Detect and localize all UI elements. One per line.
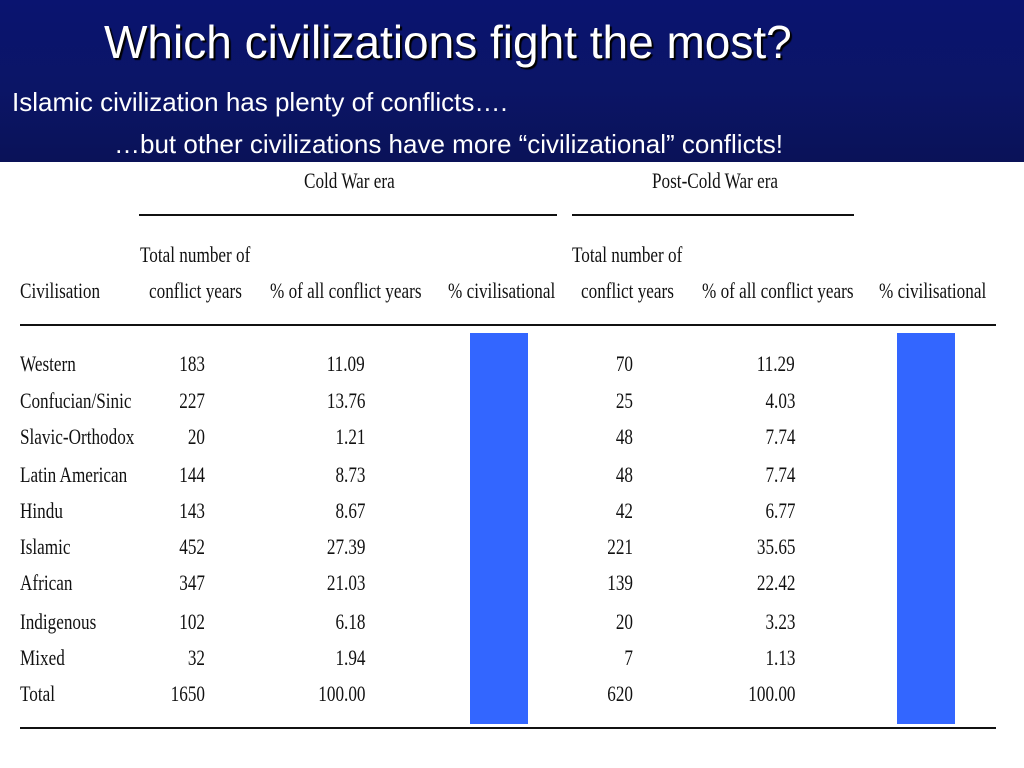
pcw-total-cell: 25	[615, 388, 633, 413]
pcw-pct-cell: 1.13	[764, 645, 795, 670]
civilisation-cell: Indigenous	[20, 609, 97, 634]
cw-total-cell: 183	[179, 351, 205, 376]
civilisation-cell: Hindu	[20, 498, 63, 523]
pcw-total-cell: 42	[615, 498, 633, 523]
pcw-total-cell: 139	[607, 570, 633, 595]
cw-pct-cell: 21.03	[326, 570, 365, 595]
pcw-pct-cell: 3.23	[764, 609, 795, 634]
cw-total-cell: 102	[179, 609, 205, 634]
civilisation-cell: Western	[20, 351, 76, 376]
pcw-pct-civ-header: % civilisational	[879, 278, 987, 303]
cw-pct-cell: 100.00	[317, 681, 365, 706]
civilisation-cell: Islamic	[20, 534, 71, 559]
civilisation-cell: Total	[20, 681, 56, 706]
cw-total-cell: 144	[179, 462, 205, 487]
pcw-pct-cell: 4.03	[764, 388, 795, 413]
cw-total-cell: 227	[179, 388, 205, 413]
pcw-total-cell: 620	[607, 681, 633, 706]
post-cold-war-group-header: Post-Cold War era	[652, 168, 779, 193]
cw-pct-cell: 8.73	[334, 462, 365, 487]
cw-pct-civ-mask	[470, 333, 528, 724]
pcw-total-cell: 221	[607, 534, 633, 559]
civilisation-cell: African	[20, 570, 73, 595]
cw-pct-cell: 11.09	[327, 351, 365, 376]
cw-total-cell: 452	[179, 534, 205, 559]
cold-war-group-header: Cold War era	[304, 168, 395, 193]
pcw-pct-cell: 11.29	[757, 351, 795, 376]
pcw-total-header-line2: conflict years	[581, 278, 674, 303]
pcw-pct-cell: 7.74	[764, 462, 795, 487]
cold-war-rule	[139, 214, 557, 216]
footer-rule	[20, 727, 996, 729]
cw-pct-cell: 1.94	[334, 645, 365, 670]
pcw-pct-cell: 22.42	[756, 570, 795, 595]
civilisation-header: Civilisation	[20, 278, 101, 303]
pcw-total-cell: 7	[624, 645, 633, 670]
cw-total-header-line2: conflict years	[149, 278, 242, 303]
slide-header: Which civilizations fight the most? Isla…	[0, 0, 1024, 162]
pcw-total-cell: 70	[615, 351, 633, 376]
cw-pct-cell: 27.39	[326, 534, 365, 559]
cw-pct-cell: 1.21	[334, 424, 365, 449]
post-cold-war-rule	[572, 214, 854, 216]
pcw-total-cell: 48	[615, 462, 633, 487]
civilisation-cell: Mixed	[20, 645, 65, 670]
pcw-total-cell: 48	[615, 424, 633, 449]
cw-pct-cell: 8.67	[334, 498, 365, 523]
cw-pct-civ-header: % civilisational	[448, 278, 556, 303]
civilisation-cell: Slavic-Orthodox	[20, 424, 135, 449]
pcw-pct-cell: 100.00	[747, 681, 795, 706]
pcw-pct-all-header: % of all conflict years	[702, 278, 854, 303]
pcw-total-cell: 20	[615, 609, 633, 634]
slide-title: Which civilizations fight the most?	[104, 16, 792, 68]
cw-pct-cell: 6.18	[334, 609, 365, 634]
cw-pct-cell: 13.76	[326, 388, 365, 413]
slide-subtitle-1: Islamic civilization has plenty of confl…	[12, 87, 508, 117]
pcw-pct-civ-mask	[897, 333, 955, 724]
civilisation-cell: Confucian/Sinic	[20, 388, 132, 413]
pcw-pct-cell: 6.77	[764, 498, 795, 523]
pcw-total-header-line1: Total number of	[572, 242, 683, 267]
pcw-pct-cell: 35.65	[756, 534, 795, 559]
cw-total-cell: 347	[179, 570, 205, 595]
cw-total-cell: 143	[179, 498, 205, 523]
cw-total-cell: 32	[187, 645, 205, 670]
cw-total-header-line1: Total number of	[140, 242, 251, 267]
cw-total-cell: 1650	[170, 681, 205, 706]
cw-total-cell: 20	[187, 424, 205, 449]
civilisation-cell: Latin American	[20, 462, 128, 487]
cw-pct-all-header: % of all conflict years	[270, 278, 422, 303]
pcw-pct-cell: 7.74	[764, 424, 795, 449]
header-rule	[20, 324, 996, 326]
slide-subtitle-2: …but other civilizations have more “civi…	[114, 129, 784, 159]
